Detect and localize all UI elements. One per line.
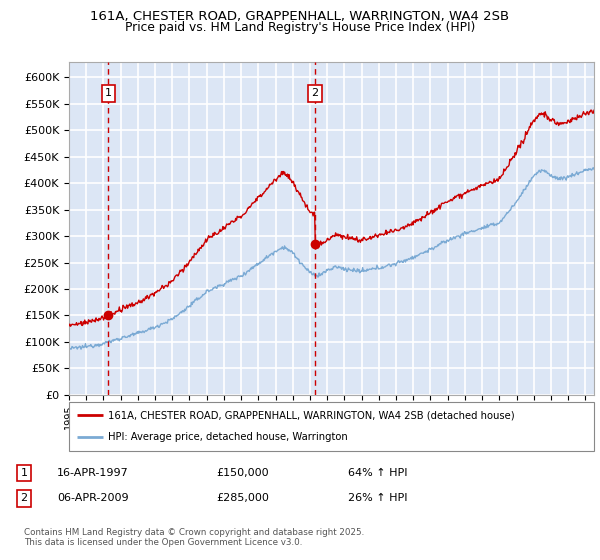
Text: 161A, CHESTER ROAD, GRAPPENHALL, WARRINGTON, WA4 2SB (detached house): 161A, CHESTER ROAD, GRAPPENHALL, WARRING… [109,410,515,421]
Text: £150,000: £150,000 [216,468,269,478]
Text: 161A, CHESTER ROAD, GRAPPENHALL, WARRINGTON, WA4 2SB: 161A, CHESTER ROAD, GRAPPENHALL, WARRING… [91,10,509,23]
Text: 1: 1 [105,88,112,98]
Text: 2: 2 [20,493,28,503]
Text: 1: 1 [20,468,28,478]
Text: Contains HM Land Registry data © Crown copyright and database right 2025.
This d: Contains HM Land Registry data © Crown c… [24,528,364,547]
Text: Price paid vs. HM Land Registry's House Price Index (HPI): Price paid vs. HM Land Registry's House … [125,21,475,34]
Text: HPI: Average price, detached house, Warrington: HPI: Average price, detached house, Warr… [109,432,348,442]
FancyBboxPatch shape [69,402,594,451]
Text: 16-APR-1997: 16-APR-1997 [57,468,129,478]
Text: 06-APR-2009: 06-APR-2009 [57,493,128,503]
Text: 26% ↑ HPI: 26% ↑ HPI [348,493,407,503]
Text: £285,000: £285,000 [216,493,269,503]
Text: 2: 2 [311,88,318,98]
Text: 64% ↑ HPI: 64% ↑ HPI [348,468,407,478]
